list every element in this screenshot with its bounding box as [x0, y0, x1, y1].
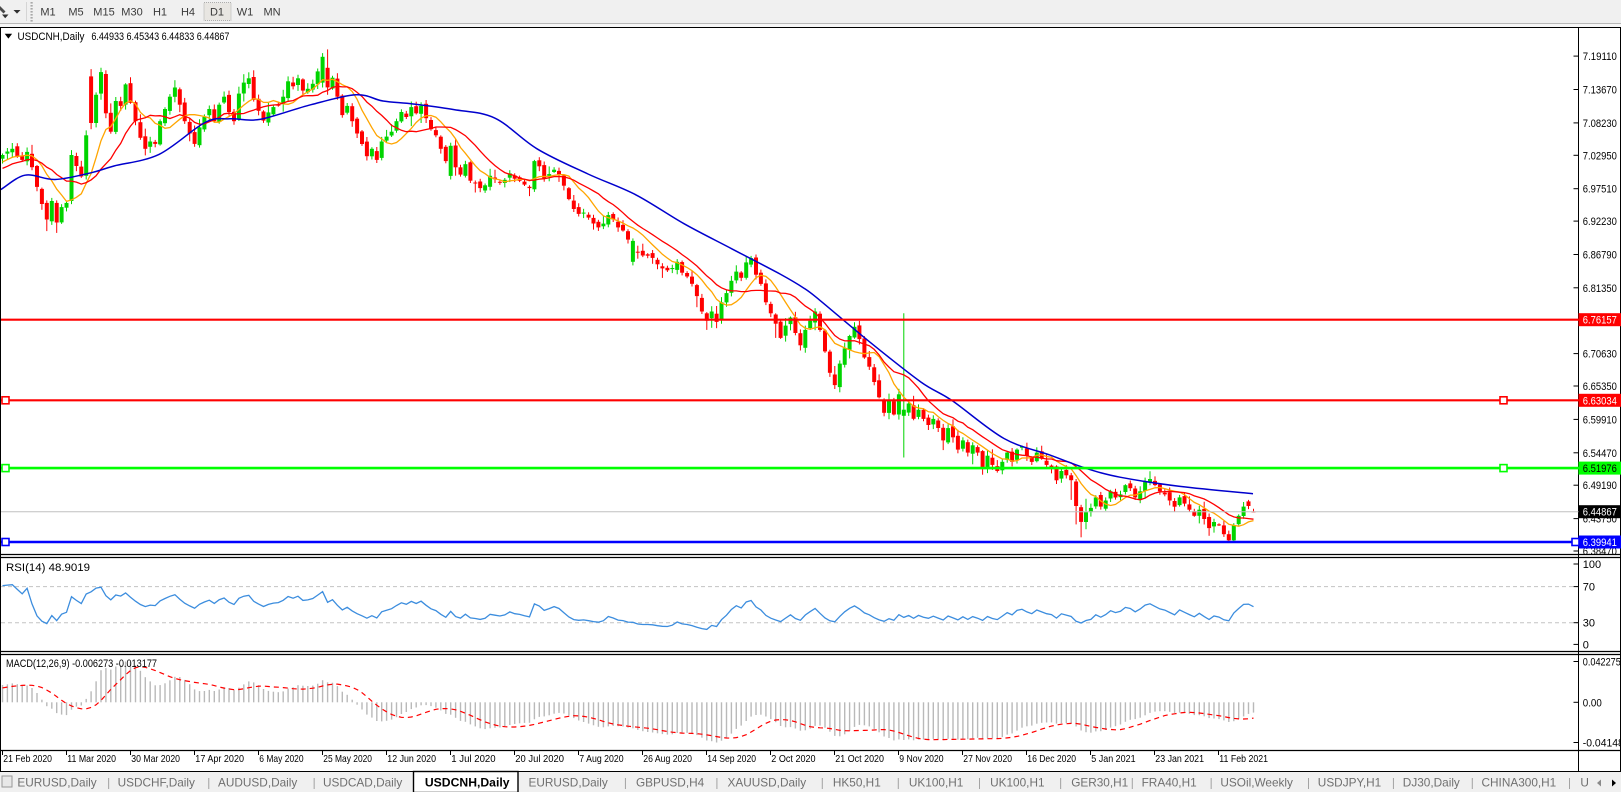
svg-text:D1: D1 [210, 7, 224, 19]
svg-text:2 Oct 2020: 2 Oct 2020 [771, 753, 815, 765]
svg-text:U: U [1580, 776, 1589, 790]
svg-text:16 Dec 2020: 16 Dec 2020 [1027, 753, 1076, 765]
svg-text:21 Oct 2020: 21 Oct 2020 [835, 753, 884, 765]
svg-text:|: | [313, 776, 316, 790]
svg-text:|: | [978, 776, 981, 790]
svg-text:6.59910: 6.59910 [1583, 414, 1617, 426]
svg-text:6.97510: 6.97510 [1583, 184, 1617, 196]
svg-text:11 Mar 2020: 11 Mar 2020 [67, 753, 116, 765]
svg-text:0.00: 0.00 [1583, 697, 1602, 709]
svg-text:7.13670: 7.13670 [1583, 85, 1617, 97]
svg-text:27 Nov 2020: 27 Nov 2020 [963, 753, 1012, 765]
svg-text:HK50,H1: HK50,H1 [833, 776, 881, 790]
svg-text:|: | [1307, 776, 1310, 790]
svg-text:UK100,H1: UK100,H1 [990, 776, 1044, 790]
svg-text:USDJPY,H1: USDJPY,H1 [1318, 776, 1381, 790]
svg-text:12 Jun 2020: 12 Jun 2020 [387, 753, 436, 765]
svg-text:EURUSD,Daily: EURUSD,Daily [17, 776, 96, 790]
svg-text:M15: M15 [93, 7, 114, 19]
svg-text:7 Aug 2020: 7 Aug 2020 [579, 753, 623, 765]
svg-text:6.49190: 6.49190 [1583, 480, 1617, 492]
svg-text:H1: H1 [153, 7, 167, 19]
svg-text:GER30,H1: GER30,H1 [1071, 776, 1128, 790]
svg-text:6.44933 6.45343 6.44833 6.4486: 6.44933 6.45343 6.44833 6.44867 [91, 31, 229, 43]
svg-text:6.65350: 6.65350 [1583, 381, 1617, 393]
svg-text:6.63034: 6.63034 [1583, 395, 1617, 407]
svg-text:M5: M5 [68, 7, 83, 19]
svg-text:6.86790: 6.86790 [1583, 250, 1617, 262]
svg-text:5 Jan 2021: 5 Jan 2021 [1091, 753, 1135, 765]
svg-text:6.54470: 6.54470 [1583, 448, 1617, 460]
svg-text:0: 0 [1583, 639, 1589, 651]
svg-text:W1: W1 [237, 7, 254, 19]
svg-text:-0.04148: -0.04148 [1583, 738, 1621, 750]
svg-text:FRA40,H1: FRA40,H1 [1142, 776, 1197, 790]
svg-text:|: | [1471, 776, 1474, 790]
svg-text:GBPUSD,H4: GBPUSD,H4 [636, 776, 705, 790]
svg-text:17 Apr 2020: 17 Apr 2020 [195, 753, 244, 765]
svg-text:7.19110: 7.19110 [1583, 51, 1617, 63]
svg-text:9 Nov 2020: 9 Nov 2020 [899, 753, 943, 765]
svg-text:6 May 2020: 6 May 2020 [259, 753, 303, 765]
svg-text:1 Jul 2020: 1 Jul 2020 [451, 753, 495, 765]
svg-text:70: 70 [1583, 582, 1595, 594]
svg-text:26 Aug 2020: 26 Aug 2020 [643, 753, 692, 765]
svg-text:20 Jul 2020: 20 Jul 2020 [515, 753, 564, 765]
svg-text:|: | [624, 776, 627, 790]
svg-text:|: | [1059, 776, 1062, 790]
svg-text:6.44867: 6.44867 [1583, 507, 1617, 519]
svg-text:UK100,H1: UK100,H1 [909, 776, 963, 790]
svg-text:USOil,Weekly: USOil,Weekly [1220, 776, 1293, 790]
svg-text:0.042275: 0.042275 [1583, 657, 1621, 669]
svg-text:100: 100 [1583, 559, 1601, 571]
svg-text:23 Jan 2021: 23 Jan 2021 [1155, 753, 1204, 765]
svg-text:6.81350: 6.81350 [1583, 283, 1617, 295]
svg-text:|: | [107, 776, 110, 790]
svg-text:|: | [821, 776, 824, 790]
svg-text:AUDUSD,Daily: AUDUSD,Daily [218, 776, 297, 790]
svg-text:DJ30,Daily: DJ30,Daily [1403, 776, 1460, 790]
svg-text:25 May 2020: 25 May 2020 [323, 753, 372, 765]
svg-text:|: | [1210, 776, 1213, 790]
svg-text:USDCNH,Daily: USDCNH,Daily [18, 31, 85, 43]
svg-text:RSI(14) 48.9019: RSI(14) 48.9019 [6, 562, 90, 574]
svg-text:|: | [1568, 776, 1571, 790]
svg-text:CHINA300,H1: CHINA300,H1 [1482, 776, 1557, 790]
svg-text:USDCNH,Daily: USDCNH,Daily [425, 776, 510, 790]
svg-text:30 Mar 2020: 30 Mar 2020 [131, 753, 180, 765]
svg-text:XAUUSD,Daily: XAUUSD,Daily [728, 776, 807, 790]
svg-text:|: | [1392, 776, 1395, 790]
svg-text:11 Feb 2021: 11 Feb 2021 [1219, 753, 1268, 765]
svg-text:21 Feb 2020: 21 Feb 2020 [3, 753, 52, 765]
svg-text:H4: H4 [181, 7, 195, 19]
svg-text:|: | [1131, 776, 1134, 790]
svg-text:14 Sep 2020: 14 Sep 2020 [707, 753, 756, 765]
svg-text:6.70630: 6.70630 [1583, 349, 1617, 361]
svg-text:|: | [207, 776, 210, 790]
svg-text:|: | [897, 776, 900, 790]
svg-text:M30: M30 [121, 7, 142, 19]
svg-text:6.92230: 6.92230 [1583, 216, 1617, 228]
svg-text:|: | [715, 776, 718, 790]
svg-text:USDCHF,Daily: USDCHF,Daily [118, 776, 195, 790]
svg-text:EURUSD,Daily: EURUSD,Daily [529, 776, 608, 790]
svg-text:6.51976: 6.51976 [1583, 463, 1617, 475]
svg-text:7.08230: 7.08230 [1583, 118, 1617, 130]
svg-text:MN: MN [263, 7, 280, 19]
svg-text:6.39941: 6.39941 [1583, 537, 1617, 549]
svg-text:M1: M1 [40, 7, 55, 19]
svg-text:7.02950: 7.02950 [1583, 150, 1617, 162]
svg-text:6.38470: 6.38470 [1583, 546, 1617, 558]
svg-text:6.76157: 6.76157 [1583, 315, 1617, 327]
svg-text:MACD(12,26,9) -0.006273 -0.013: MACD(12,26,9) -0.006273 -0.013177 [6, 658, 157, 670]
svg-text:30: 30 [1583, 618, 1595, 630]
svg-text:USDCAD,Daily: USDCAD,Daily [323, 776, 402, 790]
